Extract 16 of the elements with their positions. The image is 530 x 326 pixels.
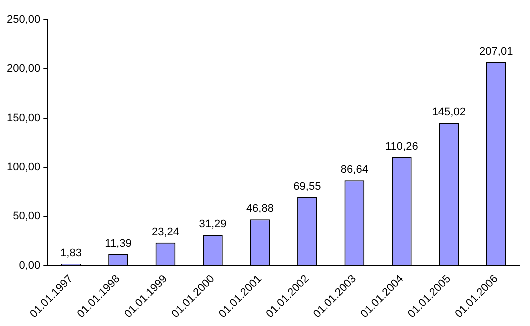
data-label: 1,83 <box>60 247 82 260</box>
data-label: 207,01 <box>480 46 514 58</box>
y-tick-label: 50,00 <box>13 210 41 223</box>
y-tick-label: 150,00 <box>6 112 41 124</box>
data-label: 31,29 <box>199 218 227 231</box>
data-label: 145,02 <box>432 106 466 119</box>
data-label: 86,64 <box>340 164 368 176</box>
y-tick-label: 100,00 <box>6 161 41 174</box>
data-label: 46,88 <box>246 203 274 216</box>
data-label: 11,39 <box>105 238 132 250</box>
y-tick-label: 200,00 <box>6 63 41 76</box>
data-label: 110,26 <box>385 140 418 153</box>
data-label: 23,24 <box>152 226 180 238</box>
y-tick-label: 250,00 <box>6 14 41 26</box>
data-label: 69,55 <box>294 180 322 193</box>
y-tick-label: 0,00 <box>19 260 41 272</box>
